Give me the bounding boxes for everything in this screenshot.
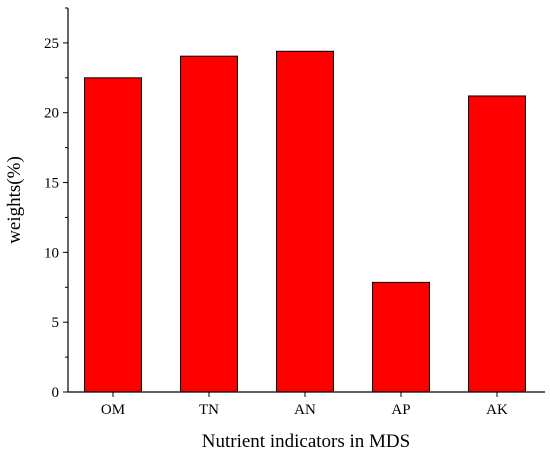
y-tick-label-0: 0: [52, 385, 60, 401]
bar-ap: [372, 281, 430, 393]
x-tick-label-tn: TN: [199, 402, 219, 418]
x-axis-title: Nutrient indicators in MDS: [202, 431, 410, 452]
bar-om: [84, 77, 142, 393]
x-tick-label-ak: AK: [486, 402, 508, 418]
x-ticks-group: OM TN AN AP AK: [101, 392, 508, 418]
x-tick-label-om: OM: [101, 402, 125, 418]
y-tick-label-10: 10: [44, 245, 59, 261]
axes-group: [67, 8, 545, 393]
bar-tn: [180, 55, 238, 393]
y-tick-label-15: 15: [44, 176, 59, 192]
x-tick-label-ap: AP: [391, 402, 410, 418]
bars-group: [84, 50, 526, 393]
y-tick-label-5: 5: [52, 315, 60, 331]
bar-an: [276, 50, 334, 393]
bar-ak: [468, 95, 526, 393]
y-ticks-group: 0 5 10 15 20 25: [44, 7, 68, 401]
y-axis-title: weights(%): [4, 156, 25, 244]
x-tick-label-an: AN: [294, 402, 316, 418]
y-tick-label-20: 20: [44, 106, 59, 122]
y-tick-label-25: 25: [44, 36, 59, 52]
